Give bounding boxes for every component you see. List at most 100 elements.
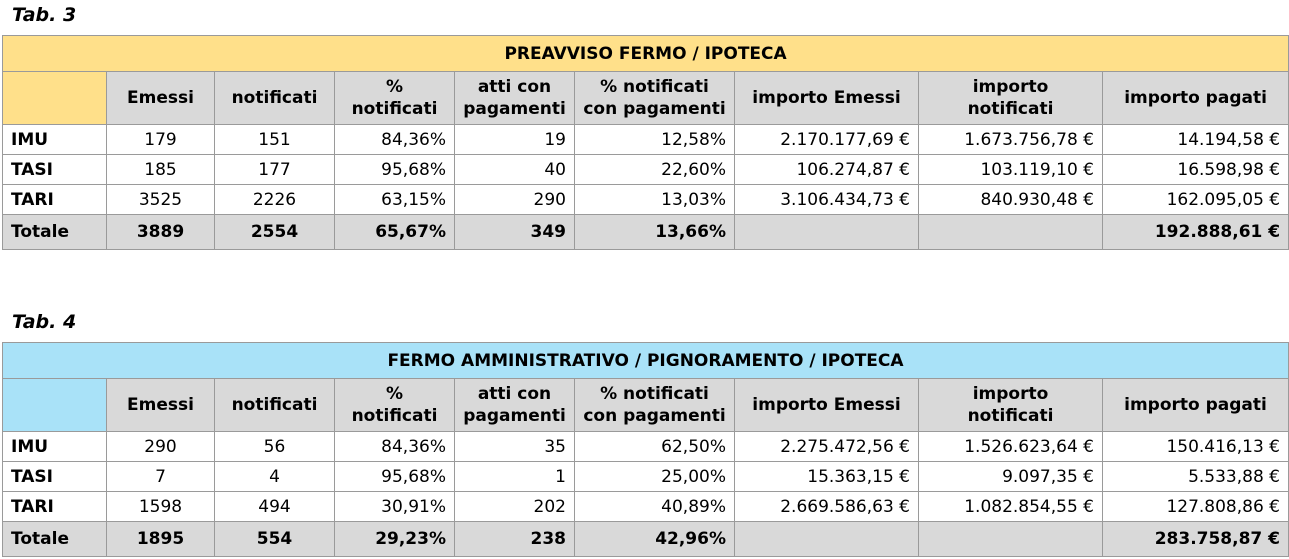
table-cell <box>918 521 1103 557</box>
table-title-row: FERMO AMMINISTRATIVO / PIGNORAMENTO / IP… <box>2 342 1289 379</box>
table-caption: Tab. 3 <box>12 4 77 26</box>
header-row: Emessi notificati % notificati atti con … <box>2 71 1289 125</box>
table-cell: 4 <box>214 461 335 492</box>
col-header: % notificati <box>334 71 455 125</box>
table-cell: 840.930,48 € <box>918 184 1103 215</box>
table-cell: 127.808,86 € <box>1102 491 1289 522</box>
table-row: TASI 7 4 95,68% 1 25,00% 15.363,15 € 9.0… <box>2 461 1289 492</box>
row-label: Totale <box>2 214 107 250</box>
table-caption: Tab. 4 <box>12 311 77 333</box>
table-cell: 2.170.177,69 € <box>734 124 919 155</box>
table-cell: 15.363,15 € <box>734 461 919 492</box>
row-label: TASI <box>2 154 107 185</box>
table-cell: 177 <box>214 154 335 185</box>
table-cell: 56 <box>214 431 335 462</box>
col-header: importo pagati <box>1101 71 1289 125</box>
col-header: importo Emessi <box>734 378 919 432</box>
table-cell: 13,03% <box>574 184 735 215</box>
header-row: Emessi notificati % notificati atti con … <box>2 378 1289 432</box>
col-header: notificati <box>214 378 335 432</box>
table-cell: 290 <box>106 431 215 462</box>
table-cell: 238 <box>454 521 575 557</box>
table-cell: 40,89% <box>574 491 735 522</box>
table-cell: 185 <box>106 154 215 185</box>
table-cell: 14.194,58 € <box>1101 124 1289 155</box>
table-row: TARI 1598 494 30,91% 202 40,89% 2.669.58… <box>2 491 1289 522</box>
table-cell: 62,50% <box>574 431 735 462</box>
table-cell: 63,15% <box>334 184 455 215</box>
col-header: importo notificati <box>918 71 1103 125</box>
table-title-row: PREAVVISO FERMO / IPOTECA <box>1 35 1289 72</box>
table-row: IMU 179 151 84,36% 19 12,58% 2.170.177,6… <box>2 124 1289 155</box>
table-cell: 283.758,87 € <box>1102 521 1289 557</box>
table-cell: 162.095,05 € <box>1101 184 1289 215</box>
total-row: Totale 3889 2554 65,67% 349 13,66% 192.8… <box>2 214 1289 250</box>
data-table: PREAVVISO FERMO / IPOTECA Emessi notific… <box>1 35 1289 250</box>
table-cell: 84,36% <box>334 431 455 462</box>
col-header: % notificati <box>334 378 455 432</box>
data-table: FERMO AMMINISTRATIVO / PIGNORAMENTO / IP… <box>2 342 1289 557</box>
header-corner <box>2 378 107 432</box>
table-cell: 103.119,10 € <box>918 154 1103 185</box>
table-cell <box>918 214 1103 250</box>
table-cell: 179 <box>106 124 215 155</box>
table-cell: 65,67% <box>334 214 455 250</box>
table-cell: 2554 <box>214 214 335 250</box>
row-label: IMU <box>2 124 107 155</box>
table-cell: 349 <box>454 214 575 250</box>
table-cell: 29,23% <box>334 521 455 557</box>
col-header: atti con pagamenti <box>454 378 575 432</box>
table-cell: 2226 <box>214 184 335 215</box>
col-header: importo pagati <box>1102 378 1289 432</box>
col-header: Emessi <box>106 71 215 125</box>
table-cell: 150.416,13 € <box>1102 431 1289 462</box>
col-header: Emessi <box>106 378 215 432</box>
table-title: FERMO AMMINISTRATIVO / PIGNORAMENTO / IP… <box>2 342 1289 379</box>
table-cell: 192.888,61 € <box>1101 214 1289 250</box>
table-cell: 1.082.854,55 € <box>918 491 1103 522</box>
table-cell: 84,36% <box>334 124 455 155</box>
table-cell <box>734 214 919 250</box>
col-header: importo notificati <box>918 378 1103 432</box>
row-label: IMU <box>2 431 107 462</box>
table-cell: 1598 <box>106 491 215 522</box>
row-label: TARI <box>2 491 107 522</box>
table-cell: 22,60% <box>574 154 735 185</box>
col-header: % notificati con pagamenti <box>574 378 735 432</box>
col-header: notificati <box>214 71 335 125</box>
table-cell: 35 <box>454 431 575 462</box>
table-cell: 9.097,35 € <box>918 461 1103 492</box>
table-cell: 42,96% <box>574 521 735 557</box>
table-cell: 1895 <box>106 521 215 557</box>
table-cell: 151 <box>214 124 335 155</box>
table-cell: 494 <box>214 491 335 522</box>
table-cell: 1 <box>454 461 575 492</box>
table-cell: 554 <box>214 521 335 557</box>
col-header: importo Emessi <box>734 71 919 125</box>
header-corner <box>2 71 107 125</box>
table-cell: 2.669.586,63 € <box>734 491 919 522</box>
table-cell: 5.533,88 € <box>1102 461 1289 492</box>
table-cell: 19 <box>454 124 575 155</box>
table-title: PREAVVISO FERMO / IPOTECA <box>1 35 1289 72</box>
table-cell: 40 <box>454 154 575 185</box>
table-cell: 1.673.756,78 € <box>918 124 1103 155</box>
table-cell: 25,00% <box>574 461 735 492</box>
table-cell: 290 <box>454 184 575 215</box>
table-cell: 3.106.434,73 € <box>734 184 919 215</box>
table-cell: 95,68% <box>334 154 455 185</box>
table-cell: 2.275.472,56 € <box>734 431 919 462</box>
table-cell: 3889 <box>106 214 215 250</box>
col-header: atti con pagamenti <box>454 71 575 125</box>
table-cell: 106.274,87 € <box>734 154 919 185</box>
total-row: Totale 1895 554 29,23% 238 42,96% 283.75… <box>2 521 1289 557</box>
row-label: TASI <box>2 461 107 492</box>
table-cell: 30,91% <box>334 491 455 522</box>
table-cell: 13,66% <box>574 214 735 250</box>
row-label: TARI <box>2 184 107 215</box>
table-cell: 7 <box>106 461 215 492</box>
table-cell: 95,68% <box>334 461 455 492</box>
table-cell: 3525 <box>106 184 215 215</box>
table-row: IMU 290 56 84,36% 35 62,50% 2.275.472,56… <box>2 431 1289 462</box>
table-cell: 1.526.623,64 € <box>918 431 1103 462</box>
